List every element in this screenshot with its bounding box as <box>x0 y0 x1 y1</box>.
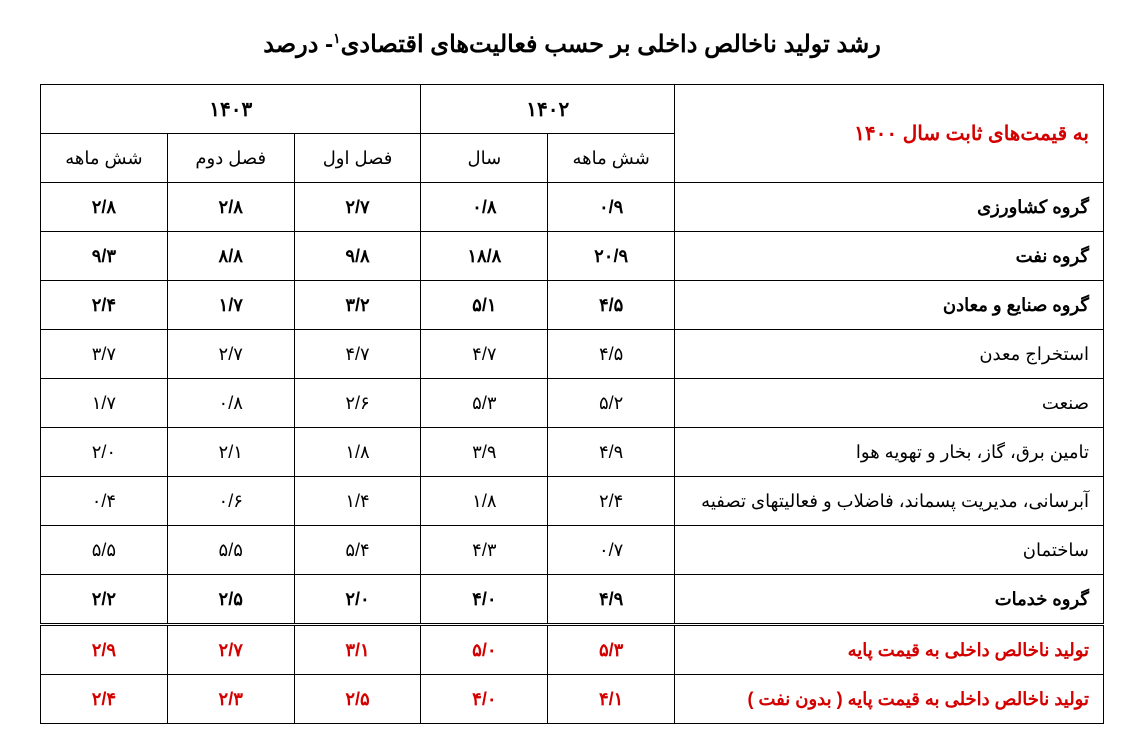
cell: ۵/۳ <box>548 625 675 675</box>
cell: ۳/۲ <box>294 281 421 330</box>
row-label: تامین برق، گاز، بخار و تهویه هوا <box>675 428 1104 477</box>
table-row: صنعت ۵/۲ ۵/۳ ۲/۶ ۰/۸ ۱/۷ <box>41 379 1104 428</box>
table-row: آبرسانی، مدیریت پسماند، فاضلاب و فعالیته… <box>41 477 1104 526</box>
cell: ۱/۷ <box>41 379 168 428</box>
cell: ۰/۶ <box>167 477 294 526</box>
cell: ۲/۷ <box>167 330 294 379</box>
cell: ۳/۱ <box>294 625 421 675</box>
table-row: ساختمان ۰/۷ ۴/۳ ۵/۴ ۵/۵ ۵/۵ <box>41 526 1104 575</box>
cell: ۲/۱ <box>167 428 294 477</box>
cell: ۱/۸ <box>421 477 548 526</box>
cell: ۴/۳ <box>421 526 548 575</box>
cell: ۲۰/۹ <box>548 232 675 281</box>
row-label: ساختمان <box>675 526 1104 575</box>
table-row: تولید ناخالص داخلی به قیمت پایه ۵/۳ ۵/۰ … <box>41 625 1104 675</box>
cell: ۲/۶ <box>294 379 421 428</box>
cell: ۲/۵ <box>167 575 294 625</box>
cell: ۹/۸ <box>294 232 421 281</box>
cell: ۴/۰ <box>421 575 548 625</box>
table-row: تامین برق، گاز، بخار و تهویه هوا ۴/۹ ۳/۹… <box>41 428 1104 477</box>
sub-1402-year: سال <box>421 134 548 183</box>
sub-1402-6m: شش ماهه <box>548 134 675 183</box>
cell: ۰/۸ <box>421 183 548 232</box>
cell: ۴/۵ <box>548 330 675 379</box>
cell: ۲/۷ <box>167 625 294 675</box>
row-label: گروه خدمات <box>675 575 1104 625</box>
cell: ۰/۹ <box>548 183 675 232</box>
title-post: - درصد <box>263 31 333 58</box>
cell: ۲/۷ <box>294 183 421 232</box>
cell: ۱/۸ <box>294 428 421 477</box>
cell: ۵/۱ <box>421 281 548 330</box>
table-row: گروه کشاورزی ۰/۹ ۰/۸ ۲/۷ ۲/۸ ۲/۸ <box>41 183 1104 232</box>
row-label: صنعت <box>675 379 1104 428</box>
year-1403-header: ۱۴۰۳ <box>41 85 421 134</box>
cell: ۵/۰ <box>421 625 548 675</box>
sub-1403-q1: فصل اول <box>294 134 421 183</box>
cell: ۲/۰ <box>294 575 421 625</box>
row-label: آبرسانی، مدیریت پسماند، فاضلاب و فعالیته… <box>675 477 1104 526</box>
table-row: استخراج معدن ۴/۵ ۴/۷ ۴/۷ ۲/۷ ۳/۷ <box>41 330 1104 379</box>
cell: ۲/۳ <box>167 675 294 724</box>
page-title: رشد تولید ناخالص داخلی بر حسب فعالیت‌های… <box>40 30 1104 59</box>
row-label: تولید ناخالص داخلی به قیمت پایه ( بدون ن… <box>675 675 1104 724</box>
cell: ۴/۷ <box>294 330 421 379</box>
cell: ۵/۳ <box>421 379 548 428</box>
cell: ۲/۴ <box>548 477 675 526</box>
title-pre: رشد تولید ناخالص داخلی بر حسب فعالیت‌های… <box>341 31 881 58</box>
cell: ۴/۹ <box>548 575 675 625</box>
header-note: به قیمت‌های ثابت سال ۱۴۰۰ <box>675 85 1104 183</box>
cell: ۲/۸ <box>41 183 168 232</box>
table-row: گروه نفت ۲۰/۹ ۱۸/۸ ۹/۸ ۸/۸ ۹/۳ <box>41 232 1104 281</box>
row-label: استخراج معدن <box>675 330 1104 379</box>
cell: ۲/۴ <box>41 675 168 724</box>
cell: ۴/۵ <box>548 281 675 330</box>
table-row: گروه خدمات ۴/۹ ۴/۰ ۲/۰ ۲/۵ ۲/۲ <box>41 575 1104 625</box>
table-row: تولید ناخالص داخلی به قیمت پایه ( بدون ن… <box>41 675 1104 724</box>
row-label: گروه نفت <box>675 232 1104 281</box>
cell: ۰/۸ <box>167 379 294 428</box>
cell: ۸/۸ <box>167 232 294 281</box>
cell: ۱/۴ <box>294 477 421 526</box>
cell: ۵/۴ <box>294 526 421 575</box>
cell: ۲/۸ <box>167 183 294 232</box>
table-row: گروه صنایع و معادن ۴/۵ ۵/۱ ۳/۲ ۱/۷ ۲/۴ <box>41 281 1104 330</box>
cell: ۳/۹ <box>421 428 548 477</box>
row-label: تولید ناخالص داخلی به قیمت پایه <box>675 625 1104 675</box>
cell: ۴/۹ <box>548 428 675 477</box>
cell: ۲/۵ <box>294 675 421 724</box>
cell: ۵/۵ <box>41 526 168 575</box>
cell: ۱۸/۸ <box>421 232 548 281</box>
cell: ۰/۴ <box>41 477 168 526</box>
cell: ۹/۳ <box>41 232 168 281</box>
gdp-table: به قیمت‌های ثابت سال ۱۴۰۰ ۱۴۰۲ ۱۴۰۳ شش م… <box>40 84 1104 724</box>
row-label: گروه کشاورزی <box>675 183 1104 232</box>
sub-1403-6m: شش ماهه <box>41 134 168 183</box>
cell: ۵/۲ <box>548 379 675 428</box>
cell: ۵/۵ <box>167 526 294 575</box>
cell: ۲/۰ <box>41 428 168 477</box>
cell: ۴/۱ <box>548 675 675 724</box>
cell: ۲/۲ <box>41 575 168 625</box>
row-label: گروه صنایع و معادن <box>675 281 1104 330</box>
cell: ۳/۷ <box>41 330 168 379</box>
cell: ۲/۴ <box>41 281 168 330</box>
cell: ۱/۷ <box>167 281 294 330</box>
cell: ۴/۰ <box>421 675 548 724</box>
cell: ۰/۷ <box>548 526 675 575</box>
cell: ۲/۹ <box>41 625 168 675</box>
title-sup: ۱ <box>333 30 341 46</box>
year-1402-header: ۱۴۰۲ <box>421 85 675 134</box>
cell: ۴/۷ <box>421 330 548 379</box>
sub-1403-q2: فصل دوم <box>167 134 294 183</box>
